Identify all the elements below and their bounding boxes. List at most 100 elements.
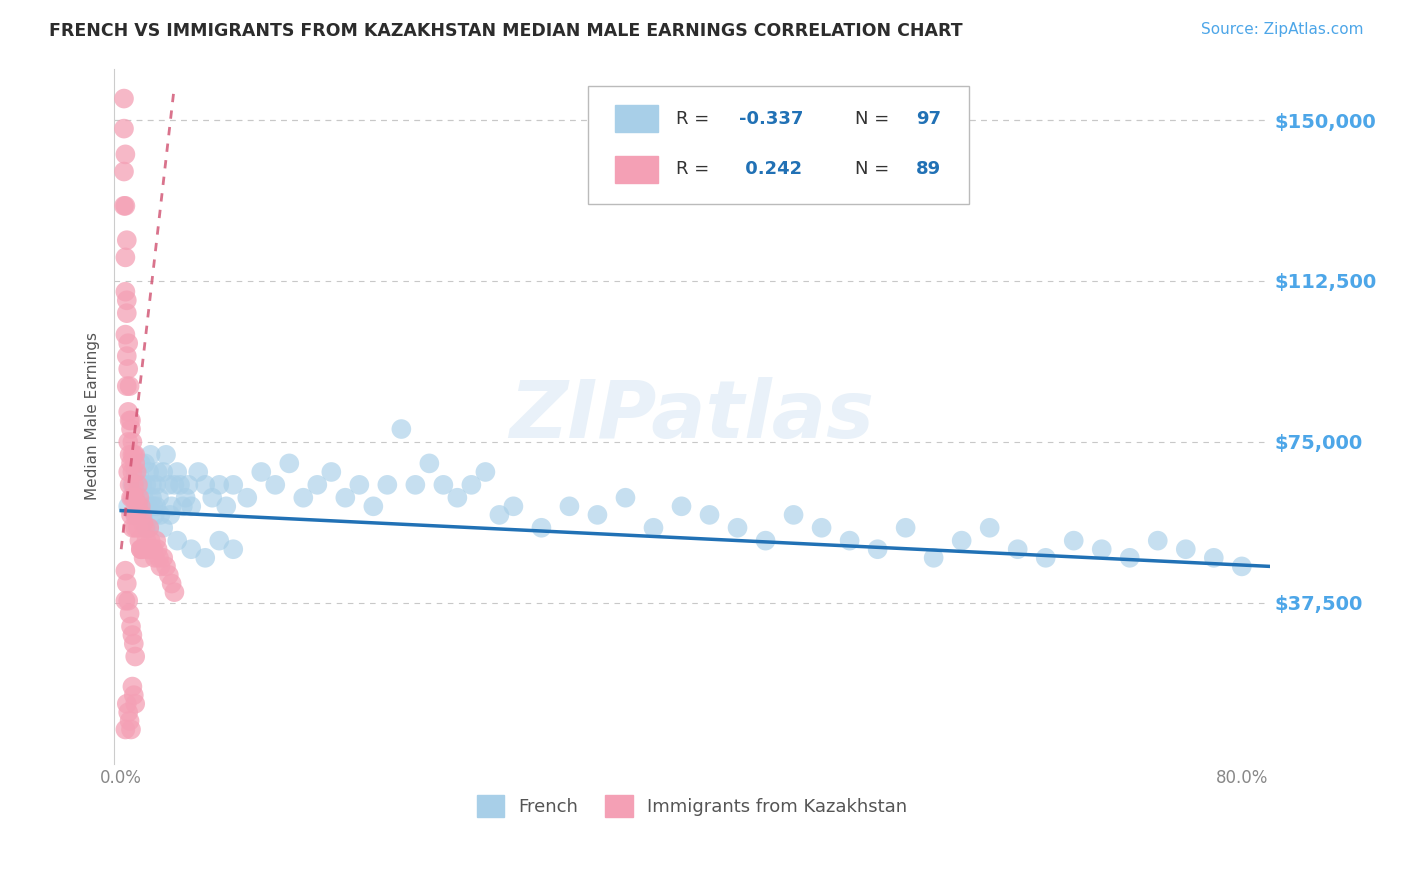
Point — [160, 500, 183, 514]
Point — [163, 478, 186, 492]
Point — [264, 478, 287, 492]
Point — [136, 542, 159, 557]
Point — [125, 508, 148, 522]
Point — [157, 478, 180, 492]
Point — [349, 478, 371, 492]
Point — [139, 533, 162, 548]
Point — [114, 147, 136, 161]
Point — [135, 533, 157, 548]
Point — [177, 478, 200, 492]
Point — [114, 251, 136, 265]
Point — [145, 500, 167, 514]
Point — [138, 465, 160, 479]
Point — [128, 469, 150, 483]
Point — [922, 550, 945, 565]
Point — [138, 521, 160, 535]
Point — [166, 465, 188, 479]
Point — [127, 491, 149, 505]
Point — [159, 508, 181, 522]
Point — [1174, 542, 1197, 557]
Point — [671, 500, 693, 514]
Point — [250, 465, 273, 479]
Point — [125, 465, 148, 479]
Point — [727, 521, 749, 535]
Point — [131, 478, 153, 492]
Point — [222, 478, 245, 492]
Text: 0.242: 0.242 — [740, 161, 803, 178]
Point — [117, 336, 139, 351]
Point — [166, 533, 188, 548]
Point — [1035, 550, 1057, 565]
Text: Source: ZipAtlas.com: Source: ZipAtlas.com — [1201, 22, 1364, 37]
Point — [115, 576, 138, 591]
Point — [121, 448, 143, 462]
Point — [127, 478, 149, 492]
Point — [145, 478, 167, 492]
Point — [187, 465, 209, 479]
Point — [124, 448, 146, 462]
Point — [121, 521, 143, 535]
Point — [222, 542, 245, 557]
Point — [129, 542, 152, 557]
Point — [128, 491, 150, 505]
Point — [838, 533, 860, 548]
Point — [115, 697, 138, 711]
Point — [127, 521, 149, 535]
Point — [404, 478, 426, 492]
Point — [141, 491, 163, 505]
Point — [894, 521, 917, 535]
Point — [118, 413, 141, 427]
Point — [278, 456, 301, 470]
Point — [1007, 542, 1029, 557]
Point — [236, 491, 259, 505]
Point — [124, 508, 146, 522]
Point — [142, 500, 165, 514]
Point — [432, 478, 454, 492]
Point — [194, 478, 217, 492]
Point — [363, 500, 385, 514]
Point — [124, 491, 146, 505]
Point — [115, 293, 138, 308]
Point — [201, 491, 224, 505]
Point — [120, 456, 142, 470]
Point — [866, 542, 889, 557]
Point — [163, 585, 186, 599]
Point — [122, 491, 145, 505]
Point — [120, 723, 142, 737]
Point — [180, 542, 202, 557]
Point — [152, 465, 174, 479]
Point — [1119, 550, 1142, 565]
Point — [586, 508, 609, 522]
Point — [122, 478, 145, 492]
Text: ZIPatlas: ZIPatlas — [509, 377, 875, 455]
Text: N =: N = — [855, 161, 896, 178]
Point — [117, 593, 139, 607]
Point — [1063, 533, 1085, 548]
Point — [418, 456, 440, 470]
Point — [146, 542, 169, 557]
Point — [1202, 550, 1225, 565]
Point — [754, 533, 776, 548]
Point — [160, 576, 183, 591]
Point — [129, 456, 152, 470]
Point — [112, 164, 135, 178]
Text: -0.337: -0.337 — [740, 110, 804, 128]
Point — [117, 434, 139, 449]
Point — [121, 465, 143, 479]
Point — [122, 688, 145, 702]
Text: N =: N = — [855, 110, 896, 128]
Point — [208, 533, 231, 548]
Point — [115, 349, 138, 363]
Point — [148, 550, 170, 565]
Point — [145, 533, 167, 548]
Text: 89: 89 — [917, 161, 942, 178]
Point — [460, 478, 482, 492]
Point — [134, 456, 156, 470]
Point — [115, 306, 138, 320]
Point — [124, 521, 146, 535]
Point — [502, 500, 524, 514]
Text: R =: R = — [676, 161, 714, 178]
Point — [118, 379, 141, 393]
Point — [307, 478, 329, 492]
Point — [117, 465, 139, 479]
